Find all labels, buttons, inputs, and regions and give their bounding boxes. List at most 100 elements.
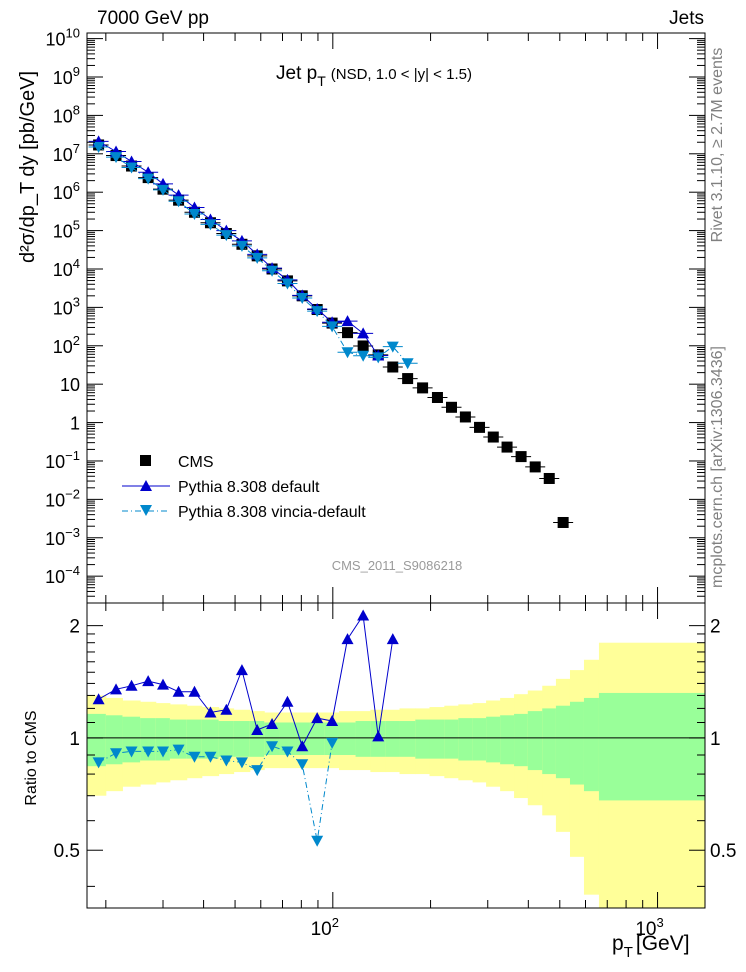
ratio-series-1-point — [266, 741, 279, 753]
ratio-inner-band — [429, 719, 445, 759]
series-2-point — [281, 278, 294, 290]
ratio-series-1-point — [326, 737, 339, 749]
ratio-inner-band — [598, 692, 706, 801]
ratio-series-0-point — [251, 724, 264, 736]
series-2-point — [266, 265, 279, 277]
y-tick-label: 10−2 — [45, 486, 80, 510]
series-0-point — [515, 451, 527, 463]
ratio-inner-band — [527, 711, 543, 771]
ratio-inner-band — [186, 719, 203, 759]
y-tick-label-base: 10 — [53, 68, 73, 88]
series-0-point — [529, 461, 541, 473]
ratio-series-1-point — [142, 746, 155, 758]
chart-title: Jet pT (NSD, 1.0 < |y| < 1.5) — [276, 63, 472, 89]
y-tick-label-exponent: −4 — [65, 563, 80, 578]
ratio-inner-band — [309, 722, 326, 755]
y-tick-label: 107 — [53, 141, 80, 165]
y-tick-label: 10−1 — [45, 448, 80, 472]
ratio-series-line-1 — [98, 742, 333, 841]
ratio-panel: 0.5 0.5 1 1 2 2 Ratio to CMS — [23, 602, 736, 909]
legend: CMS Pythia 8.308 default Pythia 8.308 vi… — [122, 454, 366, 521]
y-tick-label-exponent: 4 — [73, 256, 80, 271]
series-0-point — [543, 472, 555, 484]
y-tick-label-base: 10 — [53, 337, 73, 357]
y-tick-label-exponent: 7 — [73, 141, 80, 156]
x-tick-label: 102 — [311, 915, 339, 940]
ratio-inner-band — [233, 721, 251, 757]
ratio-inner-band — [415, 719, 431, 759]
y-tick-label: 103 — [53, 294, 80, 318]
series-2-point — [401, 358, 414, 370]
ratio-series-1-point — [235, 757, 248, 769]
y-tick-label: 109 — [53, 64, 80, 88]
ratio-inner-band — [486, 716, 501, 763]
series-2-point — [357, 350, 370, 362]
y-tick-label: 106 — [53, 179, 80, 203]
ratio-series-0-point — [386, 633, 399, 645]
series-0-point — [431, 391, 443, 403]
ratio-series-1-point — [125, 746, 138, 758]
y-tick-label-exponent: −1 — [65, 448, 80, 463]
y-tick-label-base: 10 — [46, 30, 66, 50]
ratio-series-1-point — [296, 759, 309, 771]
series-2-point — [92, 142, 105, 154]
ratio-inner-band — [249, 721, 265, 757]
ratio-series-0-point — [220, 703, 233, 715]
y-tick-label: 1010 — [46, 26, 81, 50]
ratio-series-0-point — [341, 633, 354, 645]
ratio-inner-band — [201, 719, 220, 759]
chart-title-main: Jet p — [276, 63, 317, 84]
y-tick-label-exponent: −2 — [65, 486, 80, 501]
ratio-series-0-point — [142, 675, 155, 687]
x-axis-label-main: p — [612, 932, 624, 955]
y-tick-label-exponent: 10 — [66, 26, 80, 41]
series-2-point — [204, 219, 217, 231]
y-tick-label: 108 — [53, 102, 80, 126]
ratio-inner-band — [555, 705, 571, 779]
y-axis-label: d²σ/dp_T dy [pb/GeV] — [17, 71, 39, 263]
series-2-point — [296, 293, 309, 305]
ratio-inner-band — [218, 721, 235, 757]
ratio-inner-band — [542, 708, 557, 775]
x-tick-label-exponent: 2 — [332, 915, 339, 930]
series-1-point — [357, 327, 370, 339]
y-tick-label: 10−3 — [45, 525, 80, 549]
y-tick-label-base: 10 — [53, 298, 73, 318]
y-tick-label-base: 10 — [45, 490, 65, 510]
legend-marker-pythia-default — [140, 480, 152, 491]
series-0-point — [557, 516, 569, 528]
ratio-series-0-point — [372, 730, 385, 742]
y-tick-label-base: 10 — [53, 145, 73, 165]
ratio-y-tick-label: 2 — [69, 617, 80, 638]
y-tick-label: 1 — [70, 414, 80, 434]
ratio-series-0-point — [172, 685, 185, 697]
ratio-series-0-point — [110, 683, 123, 695]
analysis-watermark: CMS_2011_S9086218 — [332, 558, 463, 573]
y-tick-label-exponent: 3 — [73, 294, 80, 309]
y-tick-label: 104 — [53, 256, 80, 280]
ratio-plot-frame — [86, 602, 706, 909]
ratio-series-0-point — [125, 679, 138, 691]
series-1-point — [341, 315, 354, 327]
series-0-point — [487, 431, 499, 443]
ratio-series-0-point — [281, 695, 294, 707]
ratio-series-1-point — [281, 746, 294, 758]
series-0-point — [417, 382, 429, 394]
x-axis-label-unit: [GeV] — [636, 932, 690, 955]
series-2-point — [386, 341, 399, 353]
ratio-series-1-point — [311, 835, 324, 847]
y-tick-label-base: 10 — [53, 183, 73, 203]
ratio-y-tick-label-right: 1 — [710, 729, 721, 750]
ratio-series-1-point — [251, 765, 264, 777]
ratio-inner-band — [444, 719, 459, 759]
series-0-point — [387, 361, 399, 373]
legend-label-pythia-default: Pythia 8.308 default — [178, 479, 320, 496]
series-2-point — [326, 321, 339, 333]
ratio-y-tick-label-right: 0.5 — [710, 841, 736, 862]
ratio-inner-band — [399, 721, 416, 757]
ratio-series-0-point — [92, 693, 105, 705]
ratio-inner-band — [514, 713, 529, 767]
y-tick-label-base: 10 — [53, 260, 73, 280]
ratio-series-1-point — [157, 746, 170, 758]
series-0-point — [501, 441, 513, 453]
